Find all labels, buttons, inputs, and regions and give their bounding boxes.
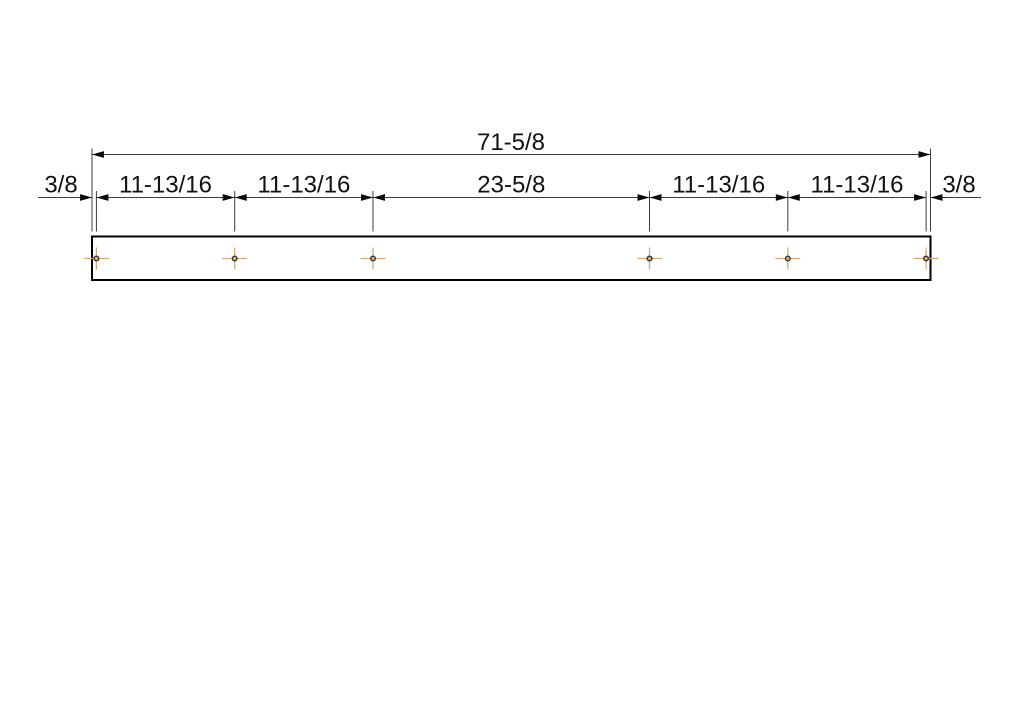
hole-center-mark [83, 247, 109, 270]
hole-center-mark [360, 247, 386, 270]
hole-center-mark [775, 247, 801, 270]
hole-center-point [231, 255, 238, 262]
dimension-arrow [222, 194, 235, 201]
dimension-label: 11-13/16 [672, 172, 765, 199]
dimension-label: 11-13/16 [811, 172, 904, 199]
dimension-label: 3/8 [942, 172, 975, 199]
dimension-label: 11-13/16 [257, 172, 350, 199]
dimension-arrow [361, 194, 373, 201]
dimension-segments: 3/8 11-13/16 11-13/16 23-5/8 11-13/16 11… [38, 172, 981, 201]
hole-center-point [93, 255, 100, 262]
dimension-overall: 71-5/8 [92, 129, 931, 158]
dimension-arrow [373, 194, 385, 201]
hole-center-point [923, 255, 930, 262]
hole-center-marks [83, 247, 939, 270]
dimension-arrow [930, 194, 943, 201]
dimension-label: 3/8 [44, 172, 77, 199]
hole-center-point [784, 255, 791, 262]
dimension-arrow [649, 194, 662, 201]
dimension-arrow [637, 194, 650, 201]
part-outline [91, 235, 932, 281]
dimension-arrow [96, 194, 109, 201]
dimension-arrow [914, 194, 927, 201]
dimension-arrow [92, 151, 104, 158]
dimension-arrow [918, 151, 931, 158]
dimension-arrow [787, 194, 800, 201]
dimension-arrow [775, 194, 788, 201]
dimension-label: 71-5/8 [477, 129, 545, 156]
dimension-label: 11-13/16 [119, 172, 212, 199]
hole-center-point [369, 255, 377, 262]
hole-center-mark [913, 247, 939, 270]
dimension-label: 23-5/8 [477, 172, 545, 199]
hole-center-mark [222, 247, 248, 270]
hole-center-point [646, 255, 653, 262]
dimension-arrow [234, 194, 247, 201]
dimension-arrow [80, 194, 92, 201]
hole-center-mark [637, 247, 662, 270]
